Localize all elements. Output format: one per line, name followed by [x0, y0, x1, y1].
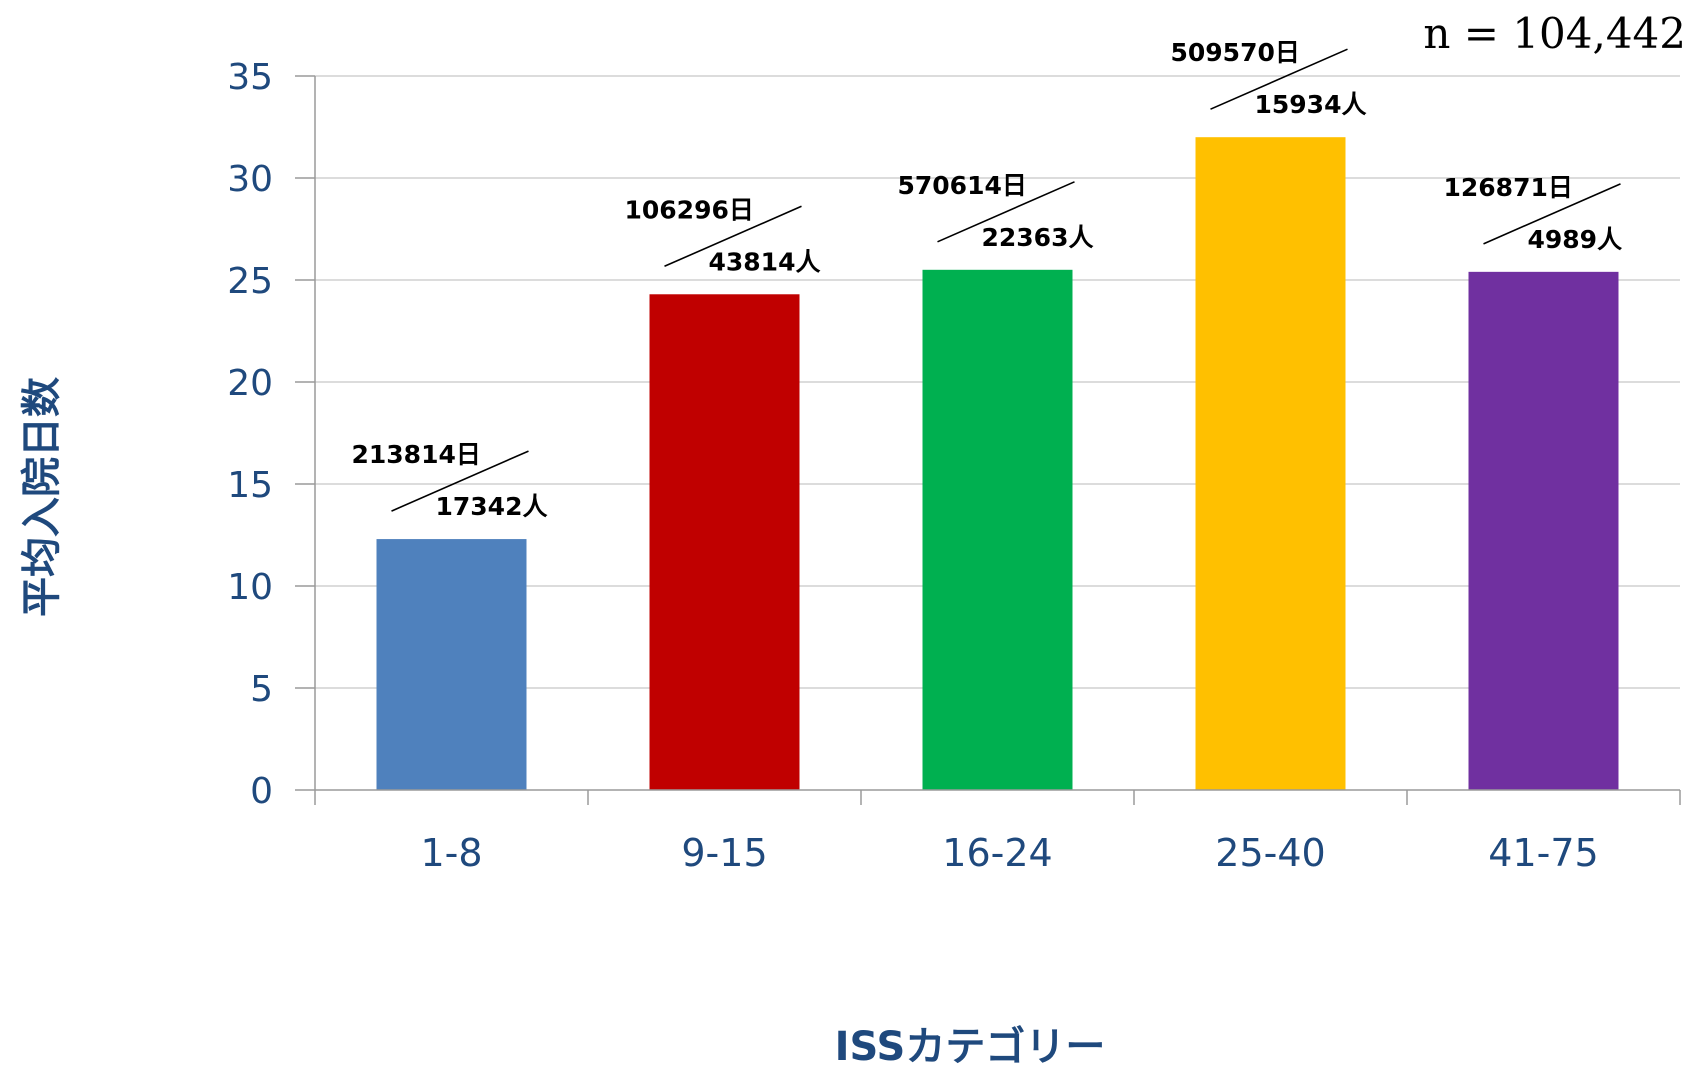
x-axis: 1-8 9-15 16-24 25-40 41-75 — [314, 76, 1681, 875]
bar — [649, 294, 800, 790]
y-axis-ticks: 0 5 10 15 20 25 30 35 — [227, 57, 315, 812]
annotation-divider — [664, 205, 802, 268]
bar — [1195, 137, 1346, 790]
bars — [376, 137, 1619, 791]
sample-size-note: n = 104,442 — [1423, 9, 1686, 58]
y-tick-label: 30 — [227, 159, 273, 200]
annotation-divider — [937, 181, 1075, 243]
annotation-days: 126871日 — [1444, 173, 1573, 202]
y-tick-label: 0 — [250, 771, 273, 812]
y-axis-title: 平均入院日数 — [19, 377, 65, 617]
annotation-days: 570614日 — [898, 171, 1027, 200]
x-tick-label: 25-40 — [1215, 831, 1325, 875]
annotation-people: 4989人 — [1528, 225, 1623, 254]
y-tick-label: 25 — [227, 261, 273, 302]
y-tick-label: 20 — [227, 363, 273, 404]
annotation-people: 22363人 — [982, 223, 1094, 252]
x-tick-label: 9-15 — [681, 831, 767, 875]
x-axis-title: ISSカテゴリー — [835, 1024, 1106, 1067]
x-tick-label: 16-24 — [942, 831, 1052, 875]
annotation-people: 17342人 — [436, 492, 548, 521]
annotation-people: 15934人 — [1255, 90, 1367, 119]
annotation-divider — [1483, 183, 1621, 245]
bar — [1468, 271, 1619, 791]
y-tick-label: 15 — [227, 465, 273, 506]
bar — [376, 539, 527, 790]
annotation-divider — [1210, 48, 1348, 110]
y-tick-label: 10 — [227, 567, 273, 608]
annotation-divider — [391, 450, 529, 512]
bar-annotations: 213814日 17342人 106296日 43814人 570614日 22363人 5… — [352, 38, 1623, 521]
bar — [922, 269, 1073, 790]
y-tick-label: 5 — [250, 669, 273, 710]
x-tick-label: 41-75 — [1488, 831, 1598, 875]
x-tick-label: 1-8 — [420, 831, 482, 875]
y-tick-label: 35 — [227, 57, 273, 98]
annotation-people: 43814人 — [709, 247, 821, 276]
annotation-days: 106296日 — [625, 195, 754, 224]
annotation-days: 213814日 — [352, 440, 481, 469]
annotation-days: 509570日 — [1171, 38, 1300, 67]
